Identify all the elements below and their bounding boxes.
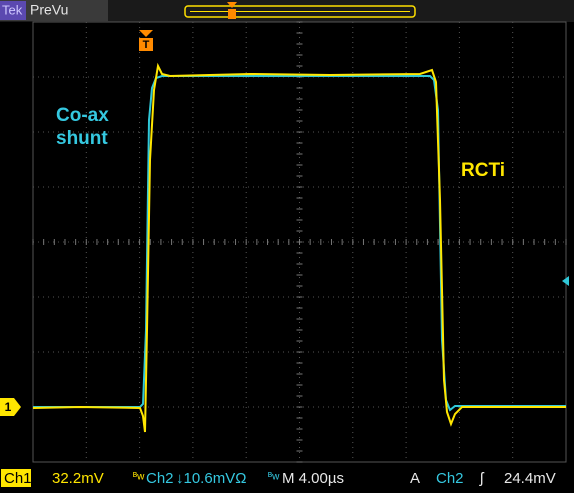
ch1-box bbox=[1, 469, 31, 487]
timebase: M 4.00µs bbox=[282, 470, 344, 487]
ch1-waveform bbox=[32, 62, 566, 433]
trigger-pos-marker bbox=[227, 2, 237, 8]
ch2-label-line2: shunt bbox=[56, 128, 108, 149]
trigger-level: 24.4mV bbox=[504, 470, 556, 487]
ch2-label-line1: Co-ax bbox=[56, 105, 109, 126]
trigger-marker-box bbox=[139, 38, 153, 51]
ch1-bw: ᴮw bbox=[133, 472, 145, 483]
ch1-marker bbox=[0, 398, 21, 416]
trigger-glyph: T bbox=[143, 39, 150, 51]
ch1-marker-label: 1 bbox=[5, 400, 12, 414]
trigger-marker bbox=[139, 30, 153, 37]
ch2: Ch2 bbox=[146, 470, 174, 487]
ch1-scale: 32.2mV bbox=[52, 470, 104, 487]
ch2-waveform bbox=[33, 75, 566, 412]
trigger-source: Ch2 bbox=[436, 470, 464, 487]
ch1-label: RCTi bbox=[461, 160, 505, 181]
mode-box bbox=[0, 0, 108, 21]
ch2-bw: ᴮw bbox=[268, 472, 280, 483]
ch2-scale: ↓10.6mVΩ bbox=[176, 470, 246, 487]
graticule bbox=[32, 21, 567, 463]
brand: Tek bbox=[2, 2, 23, 17]
trigger-mode: A bbox=[410, 470, 420, 487]
ch1: Ch1 bbox=[4, 470, 32, 487]
mode: PreVu bbox=[30, 2, 68, 18]
trigger-pos-box bbox=[228, 9, 236, 19]
status-bar bbox=[0, 463, 574, 493]
brand-box bbox=[0, 1, 26, 20]
record-window bbox=[184, 5, 416, 18]
ch2-ref-marker bbox=[562, 276, 569, 286]
trigger-slope: ʃ bbox=[479, 470, 485, 487]
